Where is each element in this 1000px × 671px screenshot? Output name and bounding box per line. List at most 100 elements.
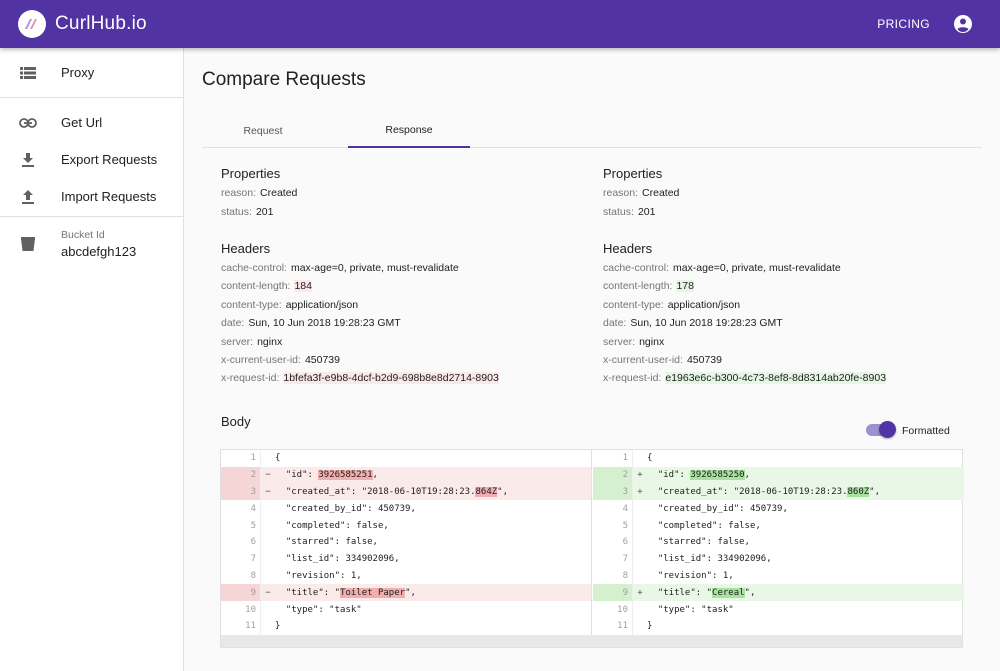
diff-line: 5 "completed": false, (593, 517, 964, 534)
field-value: 178 (676, 280, 694, 293)
property-row: status: 201 (603, 202, 963, 220)
line-number: 9 (221, 584, 261, 602)
code-text: "list_id": 334902096, (275, 554, 400, 564)
changed-token: Toilet Paper (340, 587, 406, 598)
line-number: 9 (593, 584, 633, 602)
header-row: server: nginx (603, 332, 963, 350)
field-value: Sun, 10 Jun 2018 19:28:23 GMT (248, 317, 401, 330)
code-token: "revision": 1, (647, 570, 734, 581)
code-token: ", (497, 486, 509, 497)
diff-line: 6 "starred": false, (593, 533, 964, 551)
line-number: 8 (221, 567, 261, 585)
field-key: server: (603, 335, 636, 348)
sidebar-item-proxy[interactable]: Proxy (0, 54, 183, 91)
code-token: "created_by_id": 450739, (647, 503, 788, 514)
code-token: , (744, 470, 750, 481)
field-value: application/json (285, 298, 359, 311)
diff-marker: − (265, 470, 271, 481)
link-icon (19, 114, 37, 132)
line-number: 10 (593, 601, 633, 618)
bucket-id-value: abcdefgh123 (61, 244, 137, 259)
field-key: cache-control: (603, 261, 669, 274)
code-text: "completed": false, (275, 521, 389, 531)
code-token: "completed": false, (275, 520, 389, 531)
diff-line: 2− "id": 3926585251, (221, 466, 591, 484)
code-text: "starred": false, (275, 537, 378, 547)
code-token: ", (405, 587, 416, 598)
sidebar-item-import-requests[interactable]: Import Requests (0, 178, 183, 215)
line-number: 3 (593, 483, 633, 501)
code-text: } (647, 621, 652, 631)
property-row: reason: Created (603, 184, 963, 202)
headers-title: Headers (603, 240, 653, 256)
tab-bar: Request Response (202, 114, 982, 148)
diff-line: 7 "list_id": 334902096, (221, 550, 591, 568)
sidebar-item-label: Proxy (61, 65, 95, 80)
diff-line: 2 + "id": 3926585250, (593, 466, 964, 484)
header-row: x-current-user-id: 450739 (221, 351, 581, 369)
code-text: "created_by_id": 450739, (275, 504, 416, 514)
sidebar-item-export-requests[interactable]: Export Requests (0, 141, 183, 178)
code-text: "completed": false, (647, 521, 761, 531)
line-number: 7 (221, 550, 261, 568)
field-key: content-length: (603, 280, 673, 293)
diff-marker: − (265, 486, 271, 497)
code-text: "revision": 1, (647, 571, 734, 581)
sidebar-item-label: Export Requests (61, 152, 158, 167)
header-row: content-type: application/json (603, 296, 963, 314)
curlhub-logo-icon[interactable] (18, 10, 46, 38)
field-value: 450739 (304, 353, 340, 366)
pricing-link[interactable]: PRICING (877, 17, 930, 31)
changed-token: 3926585250 (690, 470, 745, 481)
code-token: "created_at": "2018-06-10T19:28:23. (275, 486, 476, 497)
field-key: cache-control: (221, 261, 287, 274)
diff-line: 3− "created_at": "2018-06-10T19:28:23.86… (221, 483, 591, 501)
header-row: content-length: 184 (221, 277, 581, 295)
field-key: server: (221, 335, 254, 348)
formatted-toggle[interactable] (866, 421, 896, 438)
line-number: 1 (221, 450, 261, 467)
header-row: date: Sun, 10 Jun 2018 19:28:23 GMT (603, 314, 963, 332)
diff-line: 1{ (593, 450, 964, 467)
field-key: x-request-id: (603, 372, 662, 385)
diff-marker: − (265, 587, 271, 598)
code-token: "title": " (647, 587, 713, 598)
line-number: 6 (221, 533, 261, 551)
field-value: Created (260, 187, 298, 200)
tab-response[interactable]: Response (348, 114, 470, 148)
header-row: server: nginx (221, 332, 581, 350)
properties-title: Properties (603, 166, 663, 181)
field-key: x-current-user-id: (221, 353, 301, 366)
tab-request[interactable]: Request (243, 125, 283, 137)
code-token: { (647, 453, 653, 464)
code-text: "starred": false, (647, 537, 750, 547)
body-diff-viewer: 1{2− "id": 3926585251, 3− "created_at": "… (220, 449, 964, 648)
sidebar-item-get-url[interactable]: Get Url (0, 104, 183, 141)
field-value: application/json (667, 298, 741, 311)
diff-line: 6 "starred": false, (221, 533, 591, 551)
code-text: "revision": 1, (275, 571, 362, 581)
line-number: 6 (593, 533, 633, 551)
account-circle-icon[interactable] (952, 13, 974, 35)
header-row: content-length: 178 (603, 277, 963, 295)
field-key: date: (603, 317, 627, 330)
upload-icon (19, 188, 37, 206)
code-token: } (647, 621, 653, 632)
brand-title[interactable]: CurlHub.io (55, 13, 147, 34)
field-value: nginx (257, 335, 283, 348)
code-token: ", (869, 486, 881, 497)
field-key: content-type: (221, 298, 282, 311)
code-text: { (275, 453, 280, 463)
body-title: Body (221, 414, 251, 429)
horizontal-scrollbar[interactable] (221, 635, 962, 647)
diff-pane-left: 1 {2− "id": 3926585251, 3− "created_at": "… (221, 450, 592, 635)
code-token: "created_at": "2018-06-10T19:28:23. (647, 486, 848, 497)
sidebar-item-label: Get Url (61, 115, 103, 130)
main-content: Compare Requests Request Response Proper… (185, 48, 1000, 671)
code-text: "created_by_id": 450739, (647, 504, 788, 514)
line-number: 10 (221, 601, 261, 618)
headers-title: Headers (221, 240, 271, 256)
code-text: "created_at": "2018-06-10T19:28:23.860Z"… (647, 486, 881, 497)
code-token: } (275, 621, 281, 632)
left-response-details: Properties reason: Created status: 201 Head… (221, 166, 581, 388)
